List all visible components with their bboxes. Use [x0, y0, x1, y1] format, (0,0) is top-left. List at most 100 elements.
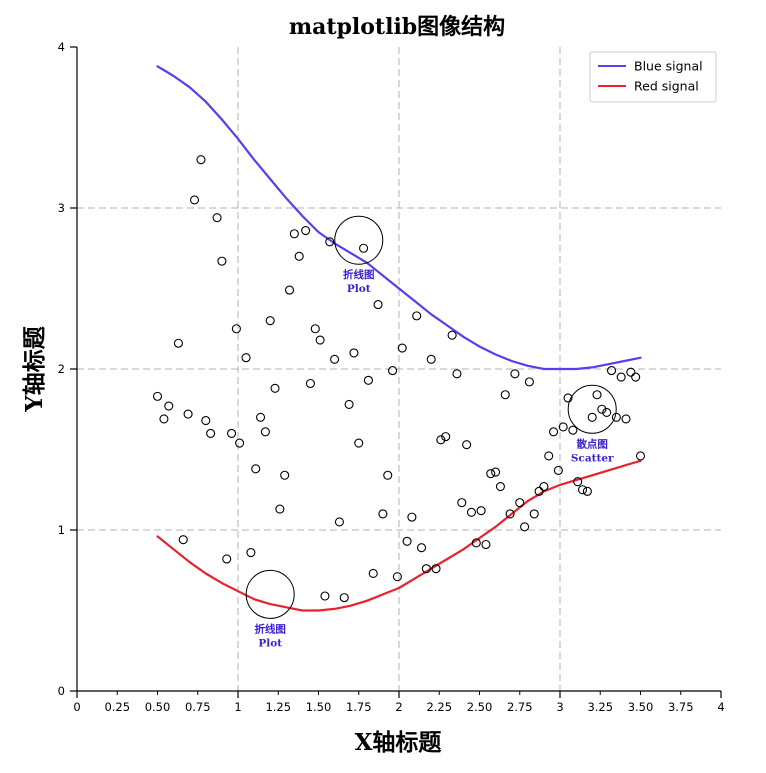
- x-minor-tick-label: 3.50: [628, 700, 654, 714]
- x-minor-tick-label: 1.50: [306, 700, 332, 714]
- scatter-point: [563, 393, 573, 403]
- scatter-point: [553, 465, 563, 475]
- scatter-point: [235, 438, 245, 448]
- scatter-point: [558, 422, 568, 432]
- scatter-point: [183, 409, 193, 419]
- scatter-point: [301, 225, 311, 236]
- scatter-point: [349, 348, 359, 358]
- scatter-point: [539, 481, 549, 492]
- scatter-point: [421, 564, 431, 574]
- x-minor-tick-label: 0.50: [145, 700, 171, 714]
- ticks: 0 1 2 3 4 0.25 0.50 0.75 1.25 1.50 1.75 2.25 2.50 2.7…: [58, 40, 725, 714]
- scatter-point: [505, 509, 515, 519]
- scatter-point: [206, 428, 216, 438]
- scatter-point: [231, 324, 241, 334]
- annotation-circle: [567, 384, 617, 434]
- scatter-point: [592, 390, 602, 400]
- scatter-point: [212, 213, 222, 223]
- scatter-point: [447, 330, 457, 340]
- scatter-point: [344, 399, 354, 409]
- y-tick-label: 3: [58, 201, 65, 215]
- y-tick-label: 0: [58, 684, 65, 698]
- scatter-point: [621, 414, 631, 424]
- scatter-point: [471, 538, 481, 548]
- scatter-point: [441, 432, 451, 442]
- scatter-point: [388, 366, 398, 376]
- scatter-point: [426, 354, 436, 364]
- scatter-point: [373, 300, 383, 310]
- annotation-label-en: Scatter: [571, 452, 614, 464]
- scatter-point: [354, 438, 364, 448]
- scatter-point: [397, 343, 407, 353]
- scatter-point: [196, 155, 206, 165]
- scatter-point: [164, 401, 174, 411]
- x-tick-label: 4: [717, 700, 724, 714]
- scatter-point: [368, 568, 378, 579]
- scatter-point: [310, 324, 320, 334]
- scatter-point: [495, 481, 505, 492]
- scatter-point: [260, 427, 270, 437]
- scatter-point: [582, 486, 592, 496]
- scatter-point: [159, 414, 169, 424]
- scatter-point: [549, 427, 559, 437]
- legend-label-blue-signal: Blue signal: [634, 59, 703, 74]
- y-axis-label: Y轴标题: [21, 326, 48, 412]
- scatter-point: [289, 229, 299, 239]
- scatter-point: [587, 412, 597, 422]
- scatter-point: [402, 536, 412, 546]
- scatter-point: [178, 535, 188, 545]
- scatter-point: [305, 378, 316, 389]
- scatter-point: [363, 375, 373, 385]
- chart-title: matplotlib图像结构: [289, 14, 505, 40]
- scatter-point: [265, 316, 275, 326]
- scatter-point: [529, 509, 539, 519]
- scatter-point: [616, 372, 626, 382]
- scatter-point: [457, 498, 467, 508]
- legend: Blue signal Red signal: [589, 51, 717, 103]
- annotation-label-en: Plot: [347, 283, 371, 295]
- scatter-point: [339, 593, 349, 603]
- scatter-point: [631, 372, 641, 382]
- scatter-point: [524, 377, 534, 387]
- scatter-point: [491, 467, 501, 477]
- scatter-point: [412, 311, 422, 321]
- scatter-point: [568, 425, 578, 435]
- scatter-point: [359, 243, 369, 253]
- scatter-point: [597, 404, 607, 414]
- scatter-point: [275, 504, 285, 514]
- x-minor-tick-label: 3.25: [587, 700, 613, 714]
- scatter-point: [510, 369, 520, 379]
- scatter-point: [436, 435, 446, 445]
- series-line-red-signal: [156, 459, 642, 612]
- scatter-point: [486, 469, 496, 479]
- scatter-point: [294, 251, 304, 261]
- scatter-point: [284, 285, 295, 295]
- scatter-point: [383, 470, 393, 480]
- scatter-point: [407, 512, 417, 522]
- scatter-point: [315, 335, 325, 345]
- scatter-point: [635, 451, 646, 461]
- scatter-point: [515, 498, 525, 508]
- x-minor-tick-label: 2.75: [507, 700, 533, 714]
- y-tick-label: 4: [58, 40, 65, 54]
- scatter-point: [320, 591, 330, 601]
- legend-box: [589, 51, 717, 103]
- scatter-point: [241, 353, 251, 363]
- scatter-point: [416, 543, 427, 553]
- scatter-point: [325, 237, 335, 247]
- scatter-point: [173, 338, 183, 348]
- annotation-circle: [334, 215, 384, 265]
- x-minor-tick-label: 1.75: [346, 700, 372, 714]
- y-tick-label: 2: [58, 362, 65, 376]
- scatter-point: [500, 390, 510, 400]
- scatter-point: [544, 451, 554, 461]
- annotation-label-en: Plot: [258, 637, 282, 649]
- scatter-point: [577, 485, 588, 495]
- scatter-point: [330, 354, 340, 364]
- scatter-point: [626, 367, 636, 377]
- scatter-point: [476, 506, 486, 516]
- x-tick-label: 2: [395, 700, 402, 714]
- scatter-point: [602, 407, 612, 418]
- x-tick-label: 0: [73, 700, 80, 714]
- annotation-label-zh: 折线图: [254, 622, 286, 635]
